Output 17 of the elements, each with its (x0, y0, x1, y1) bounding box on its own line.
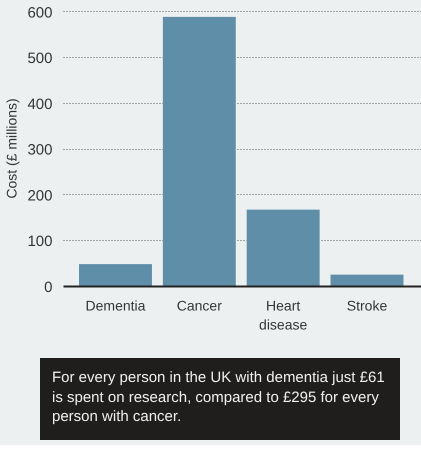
y-tick-label: 600 (27, 4, 53, 22)
x-tick-label: Dementia (86, 298, 146, 314)
bar (162, 16, 236, 286)
bar (79, 264, 152, 286)
y-tick-label: 300 (27, 142, 53, 159)
x-tick-label: Stroke (346, 298, 388, 314)
y-tick-label: 100 (27, 233, 53, 250)
x-tick-label: Cancer (176, 298, 222, 314)
x-tick-label: Heart disease (259, 298, 308, 333)
text: For every person in the UK with dementia just £61 is spent on research, compared to £295 for every person with cancer. (52, 368, 386, 426)
y-tick-label: 500 (27, 50, 53, 68)
bar (330, 274, 404, 286)
y-tick-label: 400 (27, 96, 53, 113)
y-axis-title: Cost (£ millions) (3, 98, 20, 199)
y-tick-label: 0 (44, 279, 52, 296)
bar (246, 210, 320, 286)
y-tick-label: 200 (27, 187, 53, 204)
